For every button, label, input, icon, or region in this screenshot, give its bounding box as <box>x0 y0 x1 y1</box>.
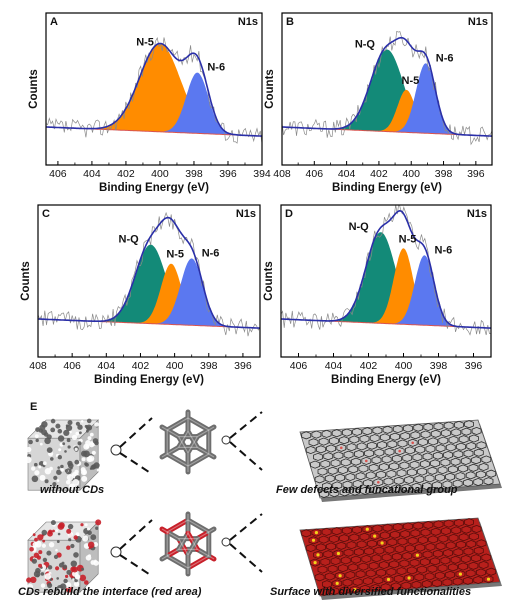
x-tick-label: 400 <box>151 168 169 180</box>
peak-n-q <box>282 49 492 137</box>
raw-spectrum <box>46 37 262 144</box>
caption-cds-rebuild: CDs rebuild the interface (red area) <box>18 586 202 598</box>
fit-envelope <box>46 42 262 137</box>
x-tick-label: 402 <box>132 360 150 372</box>
peak-label-n-5: N-5 <box>402 75 420 87</box>
peak-label-n-q: N-Q <box>355 38 376 50</box>
x-tick-label: 404 <box>338 168 356 180</box>
peak-n-6 <box>46 72 262 137</box>
peak-label-n-6: N-6 <box>207 62 225 74</box>
panel-letter: A <box>50 16 58 28</box>
graphene-sheet-plain <box>299 419 502 502</box>
peak-label-n-5: N-5 <box>136 37 154 49</box>
y-axis-label: Counts <box>264 69 276 109</box>
core-level-label: N1s <box>468 16 488 28</box>
x-tick-label: 398 <box>435 168 453 180</box>
framework-with-cds <box>159 511 217 577</box>
panel-letter: D <box>285 208 293 220</box>
panel-letter: C <box>42 208 50 220</box>
y-axis-label: Counts <box>28 69 40 109</box>
x-tick-label: 406 <box>49 168 67 180</box>
porous-block-plain <box>25 418 100 491</box>
panel-letter-e: E <box>30 401 37 413</box>
xps-panel-c: 408 406 404 402 400 398 396 Binding Energy (eV)… <box>20 204 261 386</box>
x-tick-label: 404 <box>83 168 101 180</box>
fit-envelope <box>281 209 491 329</box>
x-tick-label: 400 <box>166 360 184 372</box>
caption-diversified-surface: Surface with diversified functionalities <box>270 586 472 598</box>
plot-frame <box>37 204 261 358</box>
plot-frame <box>281 12 493 166</box>
x-tick-label: 408 <box>29 360 47 372</box>
peak-label-n-6: N-6 <box>435 244 453 256</box>
porous-block-with-cds <box>26 519 102 593</box>
x-tick-label: 394 <box>253 168 271 180</box>
x-tick-label: 408 <box>273 168 291 180</box>
peak-label-n-6: N-6 <box>436 52 454 64</box>
xps-panel-b: 408 406 404 402 400 398 396 Binding Energy (eV)… <box>264 12 493 194</box>
x-tick-label: 396 <box>467 168 485 180</box>
y-axis-label: Counts <box>20 261 32 301</box>
x-tick-label: 400 <box>395 360 413 372</box>
x-tick-label: 406 <box>63 360 81 372</box>
peak-n-5 <box>46 43 262 137</box>
xps-charts: 406 404 402 400 398 396 394 Binding Energy (eV)… <box>20 12 493 386</box>
fit-envelope <box>38 216 260 329</box>
caption-few-defects: Few defects and funcational group <box>276 484 458 496</box>
x-tick-label: 406 <box>290 360 308 372</box>
core-level-label: N1s <box>238 16 258 28</box>
x-tick-label: 402 <box>117 168 135 180</box>
peak-n-5 <box>281 248 491 329</box>
zoom-lines <box>110 513 263 577</box>
x-tick-label: 396 <box>465 360 483 372</box>
peak-n-q <box>38 244 260 329</box>
x-axis-label: Binding Energy (eV) <box>331 374 441 386</box>
panel-letter: B <box>286 16 294 28</box>
core-level-label: N1s <box>236 208 256 220</box>
peak-label-n-q: N-Q <box>349 221 370 233</box>
peak-n-6 <box>281 255 491 329</box>
core-level-label: N1s <box>467 208 487 220</box>
caption-without-cds: without CDs <box>40 484 105 496</box>
peak-n-6 <box>282 63 492 137</box>
peak-label-n-q: N-Q <box>119 234 140 246</box>
graphene-sheet-functionalized <box>299 517 502 600</box>
x-tick-label: 400 <box>402 168 420 180</box>
peak-n-q <box>281 232 491 329</box>
x-tick-label: 406 <box>306 168 324 180</box>
framework-plain <box>159 409 217 475</box>
x-tick-label: 404 <box>98 360 116 372</box>
x-tick-label: 398 <box>185 168 203 180</box>
x-tick-label: 398 <box>430 360 448 372</box>
zoom-lines <box>110 411 263 475</box>
xps-panel-d: 406 404 402 400 398 396 Binding Energy (eV) Cou… <box>263 204 492 386</box>
schematic-panel-e: E <box>25 401 502 600</box>
peak-label-n-5: N-5 <box>399 233 417 245</box>
peak-n-6 <box>38 258 260 329</box>
plot-frame <box>45 12 263 166</box>
x-tick-label: 402 <box>360 360 378 372</box>
y-axis-label: Counts <box>263 261 275 301</box>
x-axis-label: Binding Energy (eV) <box>94 374 204 386</box>
x-tick-label: 402 <box>370 168 388 180</box>
fit-envelope <box>282 36 492 137</box>
raw-spectrum <box>281 205 491 336</box>
x-tick-label: 396 <box>234 360 252 372</box>
x-axis-label: Binding Energy (eV) <box>332 182 442 194</box>
x-tick-label: 396 <box>219 168 237 180</box>
x-axis-label: Binding Energy (eV) <box>99 182 209 194</box>
xps-panel-a: 406 404 402 400 398 396 394 Binding Energy (eV)… <box>28 12 271 194</box>
x-tick-label: 404 <box>325 360 343 372</box>
peak-label-n-6: N-6 <box>202 247 220 259</box>
peak-label-n-5: N-5 <box>166 249 184 261</box>
x-tick-label: 398 <box>200 360 218 372</box>
